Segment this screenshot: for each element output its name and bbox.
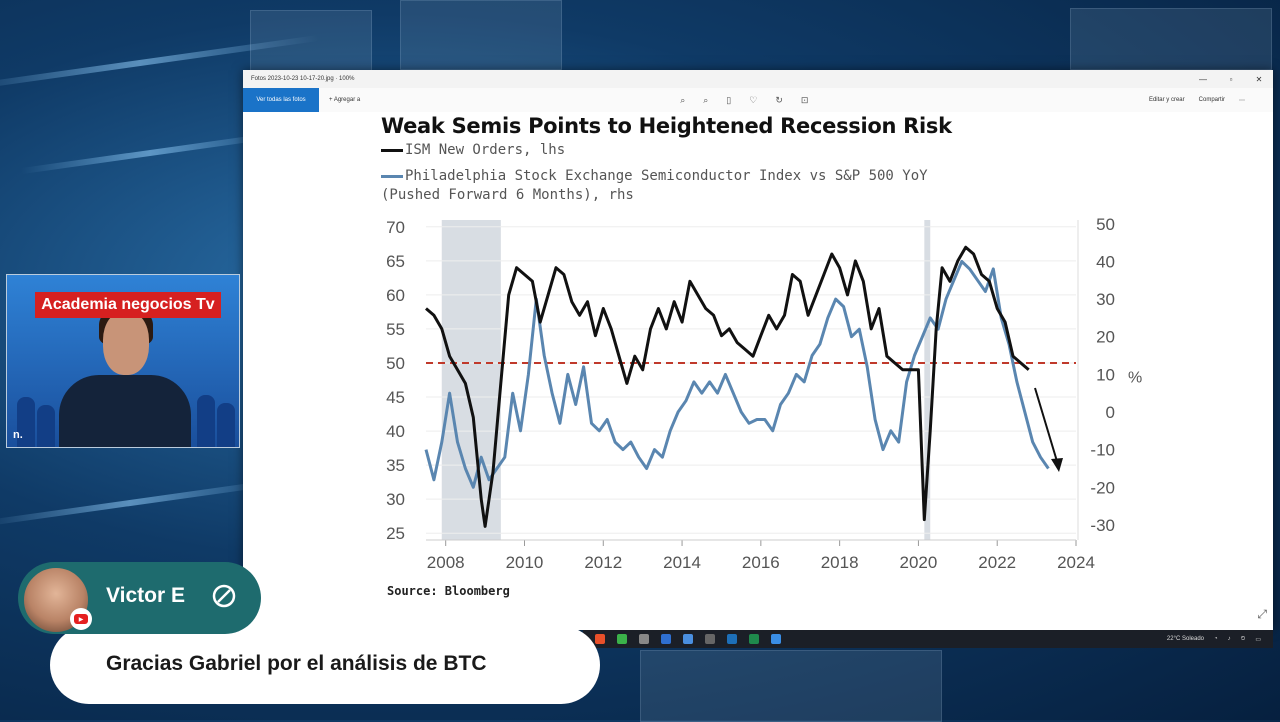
window-title: Fotos 2023-10-23 10-17-20.jpg · 100% (251, 76, 355, 82)
word-icon[interactable] (661, 634, 671, 644)
maximize-icon[interactable]: ▫ (1229, 74, 1233, 84)
recession-shade (441, 220, 501, 540)
presenter-body (59, 375, 191, 447)
crop-icon[interactable]: ⊡ (800, 94, 809, 105)
background-building (400, 0, 562, 70)
photos-icon[interactable] (771, 634, 781, 644)
clock[interactable]: ⏲ (1240, 635, 1246, 642)
legend-item-sox: Philadelphia Stock Exchange Semiconducto… (381, 167, 981, 205)
audience-silhouette (17, 397, 35, 447)
y-left-tick-label: 25 (386, 524, 405, 543)
y-right-tick-label: 50 (1096, 215, 1115, 234)
x-tick-label: 2022 (978, 553, 1016, 572)
viewer-toolbar: Ver todas las fotos + Agregar a ⌕ ⌕ ▯ ♡ … (243, 88, 1273, 112)
window-titlebar: Fotos 2023-10-23 10-17-20.jpg · 100% — ▫… (243, 70, 1273, 88)
outlook-icon[interactable] (683, 634, 693, 644)
x-tick-label: 2018 (821, 553, 859, 572)
youtube-icon: ▶ (70, 608, 92, 630)
excel-icon[interactable] (749, 634, 759, 644)
audience-silhouette (197, 395, 215, 447)
weather-status[interactable]: 22°C Soleado (1166, 635, 1205, 642)
x-tick-label: 2016 (742, 553, 780, 572)
zoom-in-icon[interactable]: ⌕ (680, 94, 686, 105)
channel-banner: Academia negocios Tv (35, 292, 221, 318)
notification-icon[interactable]: ▭ (1255, 636, 1261, 643)
annotation-arrow-shaft (1034, 387, 1060, 469)
legend-item-ism: ISM New Orders, lhs (381, 142, 565, 158)
view-all-photos-button[interactable]: Ver todas las fotos (243, 88, 319, 112)
chat-username: Victor E (106, 584, 185, 607)
y-right-axis-label: % (1128, 369, 1142, 386)
chat-author-pill: ▶ Victor E (18, 562, 261, 634)
background-building (1070, 8, 1272, 70)
verified-icon (212, 584, 236, 608)
recession-shade (924, 220, 931, 540)
favorite-icon[interactable]: ♡ (749, 94, 758, 105)
y-right-tick-label: 40 (1096, 252, 1115, 271)
series-line-sox (424, 259, 1050, 489)
x-tick-label: 2014 (663, 553, 701, 572)
y-left-tick-label: 45 (386, 388, 405, 407)
chart-title: Weak Semis Points to Heightened Recessio… (381, 114, 952, 138)
y-right-tick-label: -20 (1090, 478, 1115, 497)
annotation-arrow-head (1051, 458, 1063, 472)
close-icon[interactable]: ✕ (1255, 74, 1263, 84)
add-to-button[interactable]: + Agregar a (329, 97, 361, 103)
background-building (250, 10, 372, 72)
y-left-tick-label: 70 (386, 218, 405, 237)
camera-icon[interactable] (639, 634, 649, 644)
legend-swatch-black (381, 148, 403, 152)
x-tick-label: 2020 (900, 553, 938, 572)
fullscreen-icon[interactable]: ⤢ (1257, 607, 1267, 621)
presenter-face (103, 311, 149, 375)
app-icon[interactable] (727, 634, 737, 644)
chat-message-bubble: Gracias Gabriel por el análisis de BTC (50, 626, 600, 704)
y-right-tick-label: 30 (1096, 290, 1115, 309)
line-chart: 7065605550454035302550403020100-10-20-30… (386, 215, 1142, 572)
webcam-overlay: Academia negocios Tv n. (6, 274, 240, 448)
more-options-icon[interactable]: ⋯ (1239, 97, 1245, 104)
y-right-tick-label: 0 (1106, 403, 1115, 422)
share-button[interactable]: Compartir (1198, 96, 1225, 103)
x-tick-label: 2024 (1057, 553, 1095, 572)
y-left-tick-label: 50 (386, 354, 405, 373)
legend-label-ism: ISM New Orders, lhs (405, 142, 566, 158)
legend-label-sox: Philadelphia Stock Exchange Semiconducto… (381, 168, 928, 203)
y-left-tick-label: 40 (386, 422, 405, 441)
y-left-tick-label: 65 (386, 252, 405, 271)
y-left-tick-label: 55 (386, 320, 405, 339)
series-line-ism (425, 245, 1030, 528)
y-left-tick-label: 30 (386, 490, 405, 509)
edit-create-button[interactable]: Editar y crear (1148, 96, 1185, 103)
windows-taskbar: 22°C Soleado ◔ ♪ ⏲ ▭ (583, 630, 1273, 648)
y-left-tick-label: 60 (386, 286, 405, 305)
photo-viewer-window: Fotos 2023-10-23 10-17-20.jpg · 100% — ▫… (243, 70, 1273, 630)
background-streak (20, 131, 280, 175)
y-left-tick-label: 35 (386, 456, 405, 475)
audience-silhouette (217, 403, 235, 447)
volume-icon[interactable]: ♪ (1227, 635, 1231, 642)
wifi-icon[interactable]: ◔ (1214, 635, 1218, 642)
channel-logo: n. (13, 429, 23, 441)
chat-message-text: Gracias Gabriel por el análisis de BTC (106, 652, 487, 675)
y-right-tick-label: 20 (1096, 328, 1115, 347)
chart-source: Source: Bloomberg (387, 584, 510, 598)
legend-swatch-blue (381, 174, 403, 178)
brave-icon[interactable] (595, 634, 605, 644)
x-tick-label: 2010 (506, 553, 544, 572)
x-tick-label: 2012 (584, 553, 622, 572)
rotate-icon[interactable]: ↻ (775, 94, 783, 105)
y-right-tick-label: 10 (1096, 365, 1115, 384)
app-icon[interactable] (617, 634, 627, 644)
audience-silhouette (37, 405, 55, 447)
obs-icon[interactable] (705, 634, 715, 644)
zoom-out-icon[interactable]: ⌕ (703, 94, 709, 105)
y-right-tick-label: -30 (1090, 516, 1115, 535)
background-streak (0, 479, 279, 527)
background-building (640, 650, 942, 722)
minimize-icon[interactable]: — (1199, 74, 1207, 84)
y-right-tick-label: -10 (1090, 441, 1115, 460)
x-tick-label: 2008 (427, 553, 465, 572)
delete-icon[interactable]: ▯ (726, 94, 732, 105)
